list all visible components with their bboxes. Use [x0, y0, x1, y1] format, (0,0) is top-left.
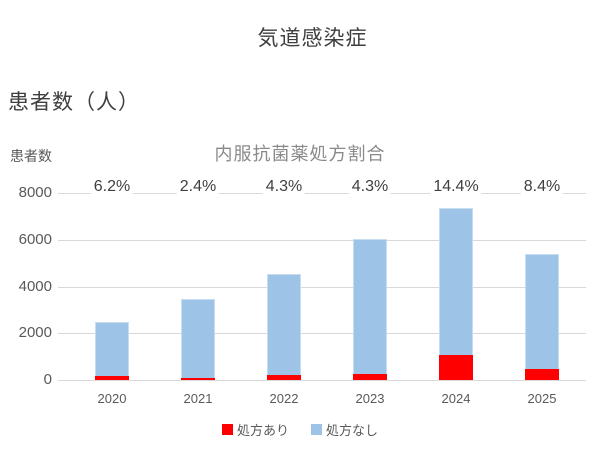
bar-2020-not-prescribed — [95, 322, 129, 376]
percent-label-2025: 8.4% — [520, 177, 564, 196]
bar-2025-not-prescribed — [525, 254, 559, 369]
percent-label-2020: 6.2% — [90, 177, 134, 196]
legend-item-not-prescribed: 処方なし — [311, 420, 378, 439]
y-axis-caption: 患者数（人） — [8, 91, 140, 114]
gridline-2000 — [58, 333, 586, 334]
bar-2024-not-prescribed — [439, 208, 473, 355]
x-tick-2021: 2021 — [183, 391, 213, 406]
y-tick-4000: 4000 — [18, 278, 52, 295]
y-tick-8000: 8000 — [18, 184, 52, 201]
bar-2025-prescribed — [525, 369, 559, 380]
legend-label-not-prescribed: 処方なし — [326, 423, 379, 438]
bar-2021-prescribed — [181, 378, 215, 380]
annotation-title: 内服抗菌薬処方割合 — [214, 144, 386, 164]
bar-2020-prescribed — [95, 376, 129, 380]
legend-swatch-not-prescribed — [311, 424, 322, 435]
chart-title: 気道感染症 — [257, 27, 368, 50]
x-tick-2023: 2023 — [355, 391, 385, 406]
x-tick-2024: 2024 — [441, 391, 471, 406]
y-tick-2000: 2000 — [18, 324, 52, 341]
percent-label-2024: 14.4% — [430, 177, 482, 196]
x-tick-2022: 2022 — [269, 391, 299, 406]
legend-swatch-prescribed — [221, 424, 233, 435]
x-tick-2025: 2025 — [527, 391, 557, 406]
bar-2023-not-prescribed — [353, 239, 387, 374]
bar-2022-prescribed — [267, 375, 301, 380]
bar-2024-prescribed — [439, 355, 473, 380]
percent-label-2021: 2.4% — [176, 177, 220, 196]
legend: 処方あり 処方なし — [0, 420, 600, 439]
bar-2021-not-prescribed — [181, 299, 215, 378]
bar-2023-prescribed — [353, 374, 387, 380]
y-tick-0: 0 — [43, 371, 52, 388]
y-tick-6000: 6000 — [18, 231, 52, 248]
gridline-6000 — [58, 240, 586, 241]
gridline-8000 — [58, 193, 586, 194]
gridline-4000 — [58, 287, 586, 288]
legend-item-prescribed: 処方あり — [221, 420, 289, 439]
y-axis-unit-label: 患者数 — [10, 148, 52, 164]
bar-2022-not-prescribed — [267, 274, 301, 375]
legend-label-prescribed: 処方あり — [236, 423, 289, 438]
percent-label-2022: 4.3% — [262, 177, 306, 196]
x-axis-line — [58, 380, 586, 381]
percent-label-2023: 4.3% — [348, 177, 392, 196]
x-tick-2020: 2020 — [97, 391, 127, 406]
